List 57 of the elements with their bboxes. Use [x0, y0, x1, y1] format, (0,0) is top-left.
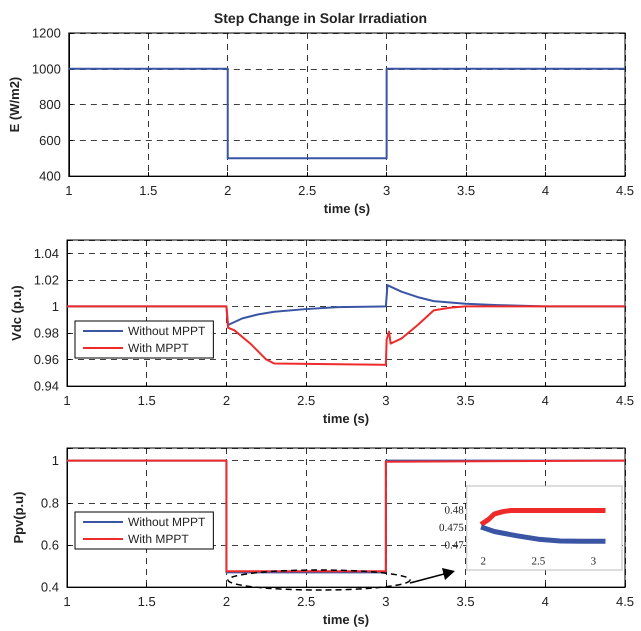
x-tick-label: 1: [63, 393, 71, 408]
y-tick-label: 0.94: [34, 378, 59, 394]
y-tick-label: 1: [52, 298, 59, 314]
y-axis-title: E (W/m2): [7, 76, 22, 132]
y-tick-label: 0.98: [34, 325, 59, 340]
legend-label: With MPPT: [128, 532, 190, 546]
x-tick-label: 3: [383, 183, 390, 198]
x-tick-label: 1: [65, 183, 72, 198]
y-tick-label: 0.96: [34, 352, 59, 368]
x-tick-label: 4.5: [616, 594, 634, 610]
x-tick-label: 2: [480, 556, 486, 568]
x-tick-label: 3.5: [456, 393, 475, 408]
x-tick-label: 1.5: [139, 183, 158, 198]
y-axis-title: Vdc (p.u): [8, 285, 24, 341]
y-axis-title: Ppv(p.u): [11, 492, 26, 544]
chart-title: Step Change in Solar Irradiation: [214, 10, 428, 26]
x-tick-label: 4.5: [616, 393, 634, 408]
y-tick-label: 0.8: [40, 495, 59, 510]
x-tick-label: 3.5: [456, 594, 475, 610]
x-tick-label: 3: [382, 594, 390, 610]
legend-label: Without MPPT: [128, 515, 206, 529]
x-tick-label: 4: [542, 393, 549, 408]
x-tick-label: 2.5: [531, 556, 546, 568]
x-tick-label: 1.5: [138, 594, 156, 610]
x-tick-label: 2: [224, 183, 232, 198]
y-tick-label: 1: [52, 453, 59, 468]
x-tick-label: 2.5: [297, 393, 316, 408]
y-tick-label: 1.04: [34, 246, 59, 261]
x-tick-label: 3: [382, 393, 390, 408]
y-tick-label: 1.02: [34, 272, 59, 288]
y-tick-label: 800: [39, 97, 61, 112]
x-tick-label: 4: [542, 183, 550, 198]
x-tick-label: 2: [222, 594, 230, 610]
x-tick-label: 3: [590, 556, 597, 568]
x-tick-label: 2.5: [298, 183, 316, 198]
y-tick-label: 1000: [32, 61, 61, 76]
x-axis-title: time (s): [322, 411, 370, 426]
line-series: [66, 305, 626, 366]
legend-label: With MPPT: [128, 341, 190, 355]
x-tick-label: 1.5: [138, 393, 156, 408]
x-tick-label: 4.5: [616, 183, 634, 198]
x-tick-label: 3.5: [457, 183, 476, 198]
x-tick-label: 2.5: [297, 594, 316, 610]
legend-label: Without MPPT: [128, 324, 206, 338]
y-tick-label: 400: [39, 168, 61, 184]
x-axis-title: time (s): [322, 612, 370, 627]
y-tick-label: 0.6: [40, 537, 59, 552]
y-tick-label: 0.4: [40, 580, 59, 595]
y-tick-label: 0.47: [444, 540, 464, 552]
x-axis-title: time (s): [324, 201, 370, 216]
y-tick-label: 0.48: [444, 504, 464, 516]
x-tick-label: 4: [542, 594, 549, 610]
x-tick-label: 2: [222, 393, 230, 408]
y-tick-label: 0.475: [439, 522, 464, 534]
x-tick-label: 1: [63, 594, 71, 610]
y-tick-label: 600: [39, 132, 61, 148]
y-tick-label: 1200: [32, 26, 61, 40]
